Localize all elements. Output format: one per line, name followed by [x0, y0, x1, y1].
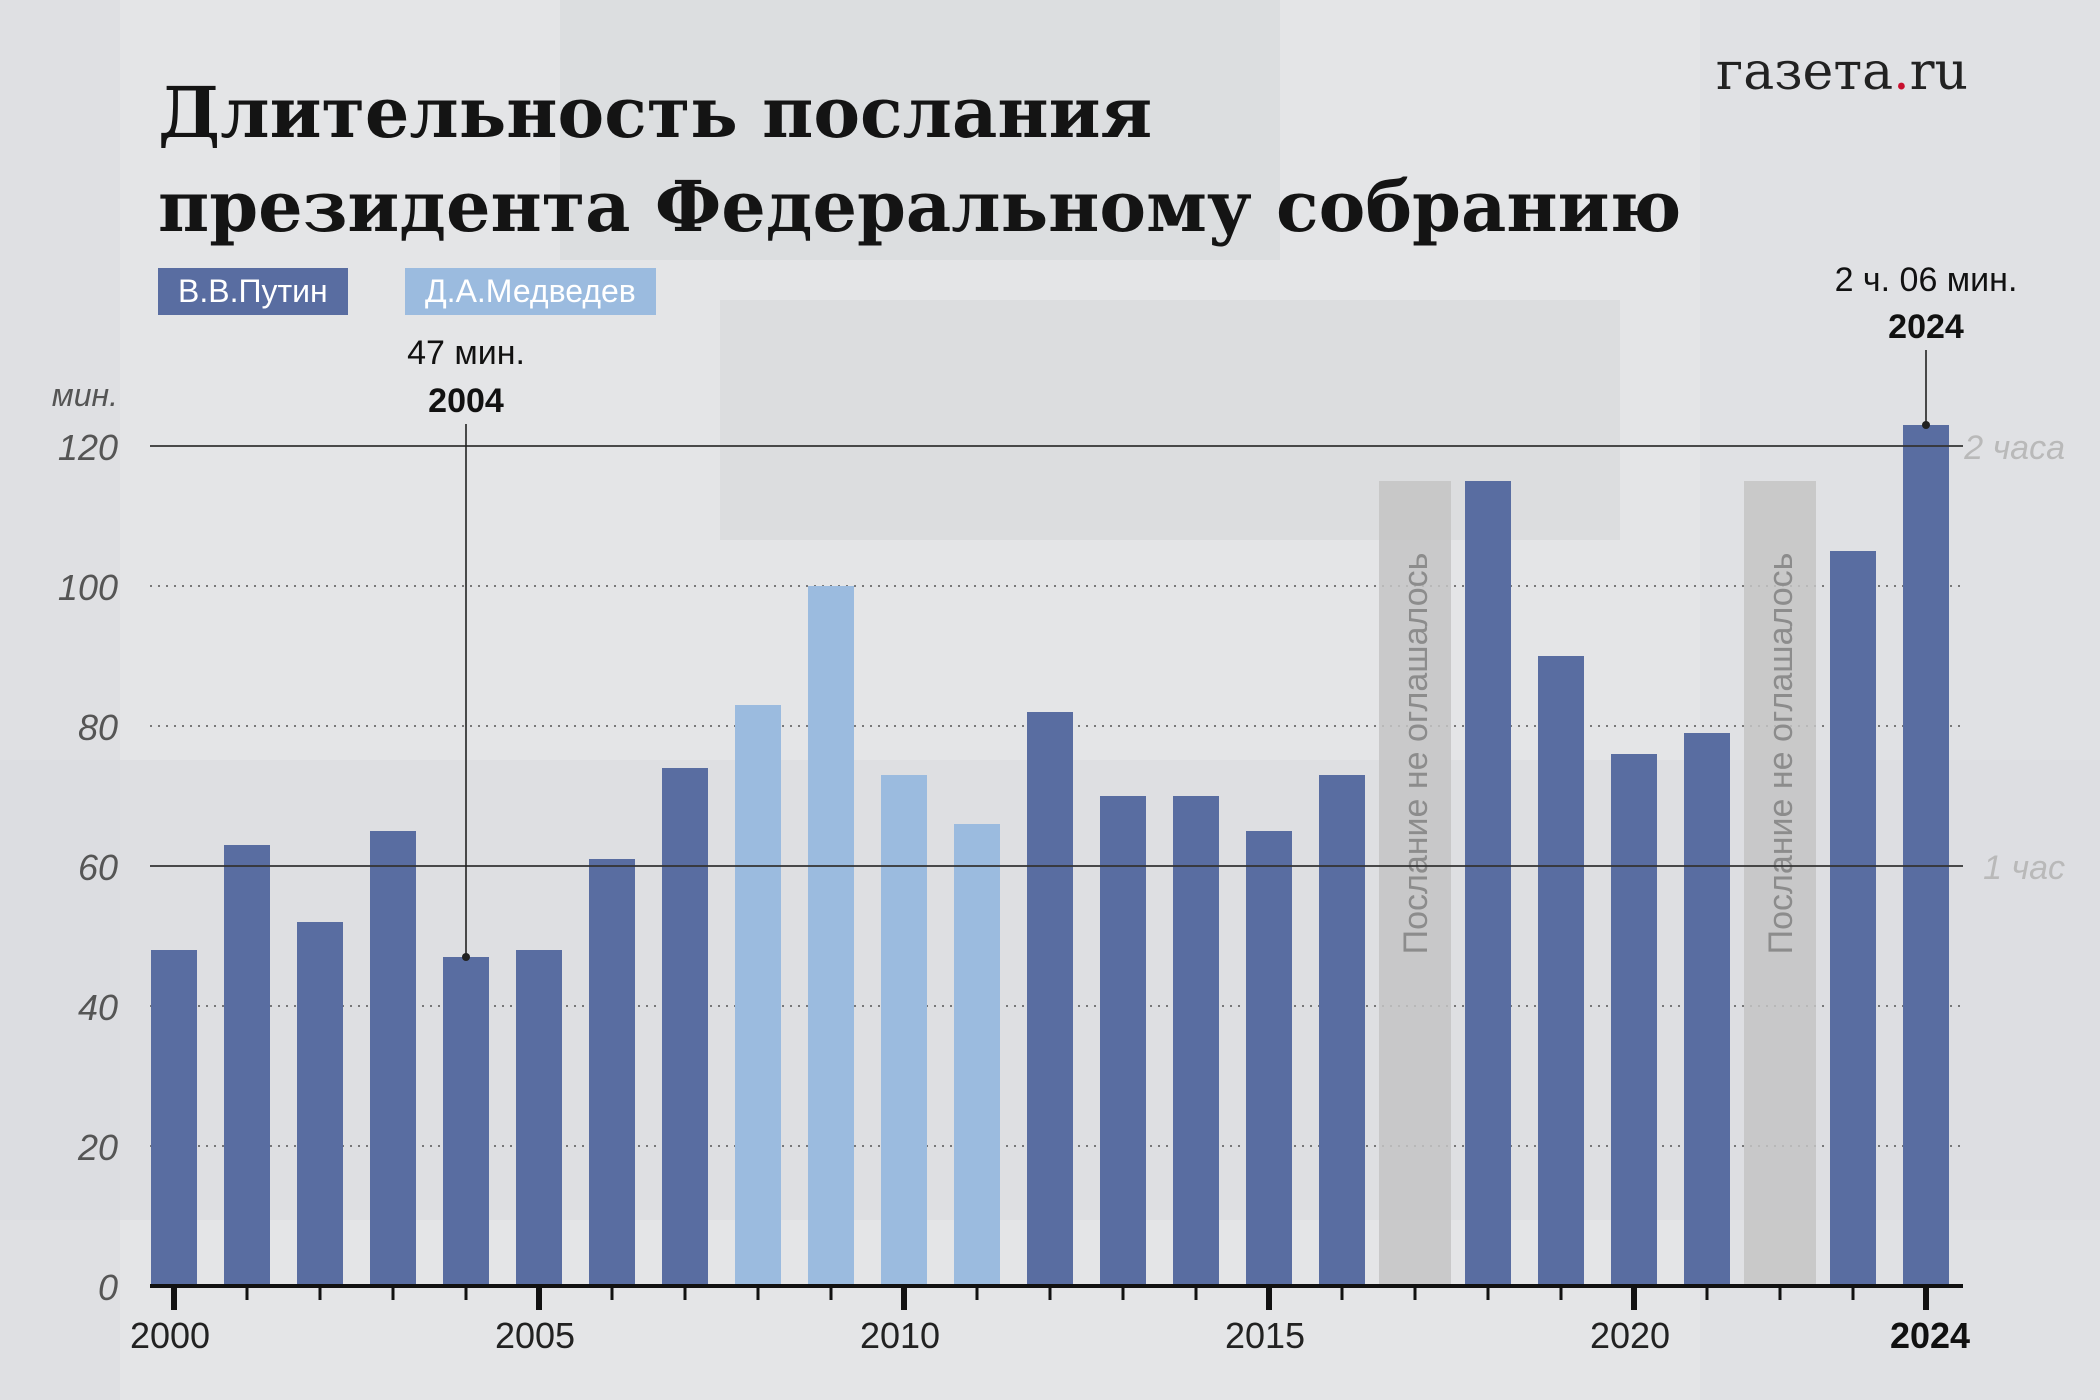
bar-2023	[1830, 551, 1876, 1286]
title-line-2: президента Федеральному собранию	[158, 165, 1682, 248]
bar-2007	[662, 768, 708, 1286]
x-tick-label: 2000	[130, 1315, 210, 1356]
y-tick-label: 120	[58, 427, 118, 468]
bar-2008	[735, 705, 781, 1286]
legend-item-medvedev: Д.А.Медведев	[405, 268, 656, 315]
bar-2006	[589, 859, 635, 1286]
bar-2021	[1684, 733, 1730, 1286]
bar-2017	[1379, 481, 1451, 1286]
annotation-year-2024: 2024	[1888, 308, 1964, 346]
bar-2022	[1744, 481, 1816, 1286]
logo-name: газета	[1715, 42, 1894, 102]
bar-2003	[370, 831, 416, 1286]
brand-logo: газета.ru	[1600, 42, 1968, 102]
y-axis-label: мин.	[52, 377, 118, 413]
chart-title: Длительность послания президента Федерал…	[158, 66, 1758, 254]
x-tick-label-last: 2024	[1890, 1315, 1970, 1356]
reference-label-120: 2 часа	[1963, 429, 2065, 467]
legend-item-putin: В.В.Путин	[158, 268, 348, 315]
bar-2024	[1903, 425, 1949, 1286]
x-tick-label: 2015	[1225, 1315, 1305, 1356]
reference-label-60: 1 час	[1983, 849, 2065, 887]
x-tick-label: 2005	[495, 1315, 575, 1356]
no-address-label-2022: Послание не оглашалось	[1762, 553, 1800, 955]
no-address-label-2017: Послание не оглашалось	[1397, 553, 1435, 955]
bar-2010	[881, 775, 927, 1286]
x-tick-label: 2010	[860, 1315, 940, 1356]
title-line-1: Длительность послания	[158, 71, 1153, 154]
bar-2009	[808, 586, 854, 1286]
bar-2015	[1246, 831, 1292, 1286]
y-tick-label: 0	[98, 1267, 118, 1308]
annotation-value-2004: 47 мин.	[407, 334, 525, 372]
y-tick-label: 20	[77, 1127, 118, 1168]
bar-2019	[1538, 656, 1584, 1286]
logo-domain: ru	[1909, 42, 1968, 102]
logo-dot: .	[1893, 42, 1910, 102]
bar-2001	[224, 845, 270, 1286]
annotation-value-2024: 2 ч. 06 мин.	[1835, 261, 2018, 299]
annotation-dot-2024	[1922, 421, 1930, 429]
annotation-dot-2004	[462, 953, 470, 961]
bar-2012	[1027, 712, 1073, 1286]
x-tick-label: 2020	[1590, 1315, 1670, 1356]
bar-2002	[297, 922, 343, 1286]
y-tick-label: 100	[58, 567, 118, 608]
bar-2014	[1173, 796, 1219, 1286]
bar-2020	[1611, 754, 1657, 1286]
bar-2011	[954, 824, 1000, 1286]
bar-2018	[1465, 481, 1511, 1286]
bar-2016	[1319, 775, 1365, 1286]
y-tick-label: 40	[78, 987, 118, 1028]
annotation-year-2004: 2004	[428, 382, 504, 420]
y-tick-label: 60	[78, 847, 118, 888]
bar-2000	[151, 950, 197, 1286]
bar-2005	[516, 950, 562, 1286]
bar-2004	[443, 957, 489, 1286]
bar-2013	[1100, 796, 1146, 1286]
y-tick-label: 80	[78, 707, 118, 748]
